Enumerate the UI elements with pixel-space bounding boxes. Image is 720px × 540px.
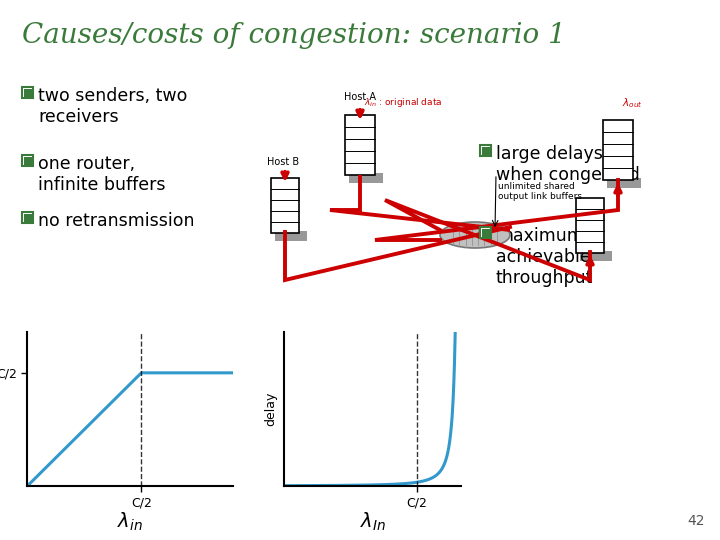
Text: two senders, two
receivers: two senders, two receivers — [38, 87, 187, 126]
Bar — [349, 173, 383, 183]
Text: $\lambda_{in}$ : original data: $\lambda_{in}$ : original data — [364, 96, 443, 109]
Text: unlimited shared
output link buffers: unlimited shared output link buffers — [498, 182, 582, 201]
Text: maximum
achievable
throughput: maximum achievable throughput — [496, 227, 593, 287]
Bar — [482, 146, 490, 154]
Y-axis label: delay: delay — [264, 392, 277, 426]
Bar — [22, 155, 33, 166]
Bar — [603, 120, 633, 180]
Bar — [275, 231, 307, 240]
Bar — [480, 227, 491, 238]
Bar — [580, 251, 612, 260]
Bar — [24, 213, 32, 221]
Bar — [576, 198, 604, 253]
Bar — [22, 212, 33, 223]
Bar — [271, 178, 299, 233]
Text: Host A: Host A — [344, 92, 376, 102]
Text: no retransmission: no retransmission — [38, 212, 194, 230]
X-axis label: $\lambda_{in}$: $\lambda_{in}$ — [117, 511, 143, 533]
Bar — [480, 145, 491, 156]
Text: Causes/costs of congestion: scenario 1: Causes/costs of congestion: scenario 1 — [22, 22, 566, 49]
Bar — [482, 228, 490, 237]
Bar — [345, 115, 375, 175]
Ellipse shape — [440, 222, 510, 248]
Bar — [24, 89, 32, 97]
Bar — [24, 157, 32, 165]
Text: one router,
infinite buffers: one router, infinite buffers — [38, 155, 166, 194]
Text: Host B: Host B — [267, 157, 299, 167]
Text: large delays
when congested: large delays when congested — [496, 145, 640, 184]
Bar — [22, 87, 33, 98]
X-axis label: $\lambda_{In}$: $\lambda_{In}$ — [359, 511, 386, 533]
Text: $\lambda_{out}$: $\lambda_{out}$ — [622, 96, 643, 110]
Text: 42: 42 — [688, 514, 705, 528]
Bar — [607, 178, 641, 188]
